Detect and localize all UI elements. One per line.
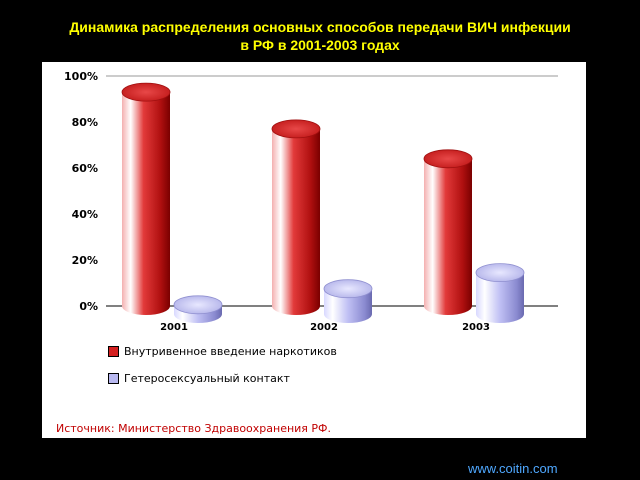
title-line-2: в РФ в 2001-2003 годах: [240, 37, 400, 53]
source-note: Источник: Министерство Здравоохранения Р…: [56, 422, 332, 435]
legend-label-injection: Внутривенное введение наркотиков: [124, 344, 337, 358]
bar-body: [272, 128, 320, 315]
title-line-1: Динамика распределения основных способов…: [69, 19, 571, 35]
x-tick-label: 2002: [310, 322, 338, 333]
legend: Внутривенное введение наркотиков Гетерос…: [108, 344, 337, 398]
bar-chart: 0% 20% 40% 60% 80% 100% 2001 2002 2003: [64, 70, 558, 333]
bar-body: [424, 158, 472, 315]
y-tick-label: 100%: [64, 70, 98, 83]
x-tick-label: 2003: [462, 322, 490, 333]
x-axis: 2001 2002 2003: [160, 322, 490, 333]
bars: [121, 82, 525, 323]
page-title: Динамика распределения основных способов…: [0, 18, 640, 54]
bar-injection-2002: [271, 119, 321, 315]
legend-swatch-blue: [108, 372, 119, 384]
bar-top: [121, 82, 171, 102]
y-tick-label: 80%: [72, 116, 98, 129]
bar-body: [476, 272, 524, 323]
y-tick-label: 0%: [79, 300, 98, 313]
legend-item-heterosexual: Гетеросексуальный контакт: [108, 371, 337, 385]
y-tick-label: 60%: [72, 162, 98, 175]
bar-body: [324, 288, 372, 323]
site-link[interactable]: www.coitin.com: [468, 461, 558, 476]
bar-top: [173, 295, 223, 315]
y-tick-label: 40%: [72, 208, 98, 221]
chart-panel: 0% 20% 40% 60% 80% 100% 2001 2002 2003 Внутриве…: [42, 62, 586, 438]
bar-heterosexual-2001: [173, 295, 223, 323]
bar-heterosexual-2003: [475, 263, 525, 323]
x-tick-label: 2001: [160, 322, 188, 333]
legend-label-heterosexual: Гетеросексуальный контакт: [124, 371, 290, 385]
bar-injection-2001: [121, 82, 171, 315]
bar-top: [475, 263, 525, 283]
bar-heterosexual-2002: [323, 279, 373, 323]
bar-body: [122, 92, 170, 315]
bar-top: [271, 119, 321, 139]
y-tick-label: 20%: [72, 254, 98, 267]
bar-top: [323, 279, 373, 299]
legend-item-injection: Внутривенное введение наркотиков: [108, 344, 337, 358]
bar-top: [423, 149, 473, 169]
legend-swatch-red: [108, 345, 119, 357]
bar-injection-2003: [423, 149, 473, 315]
